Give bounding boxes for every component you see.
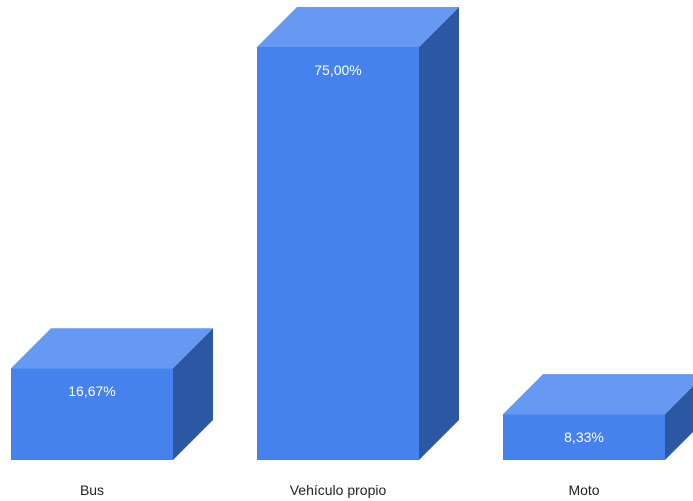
bar-vehículo-propio bbox=[257, 47, 419, 460]
category-label: Vehículo propio bbox=[290, 482, 387, 498]
bar-side-moto bbox=[665, 386, 693, 460]
data-label: 16,67% bbox=[68, 383, 115, 399]
bar-bus bbox=[11, 368, 173, 460]
bar-top-vehículo-propio bbox=[257, 7, 459, 47]
data-label: 75,00% bbox=[314, 62, 361, 78]
labels-group: 16,67% Bus 75,00% Vehículo propio 8,33% Moto bbox=[68, 62, 604, 498]
category-label: Moto bbox=[568, 482, 599, 498]
bar-top-bus bbox=[11, 328, 213, 369]
bars-group bbox=[11, 7, 693, 460]
bar-moto bbox=[503, 414, 665, 460]
bar-top-moto bbox=[503, 374, 693, 415]
bar-side-bus bbox=[173, 328, 213, 460]
bar-side-vehículo-propio bbox=[419, 7, 459, 460]
category-label: Bus bbox=[80, 482, 104, 498]
data-label: 8,33% bbox=[564, 429, 604, 445]
